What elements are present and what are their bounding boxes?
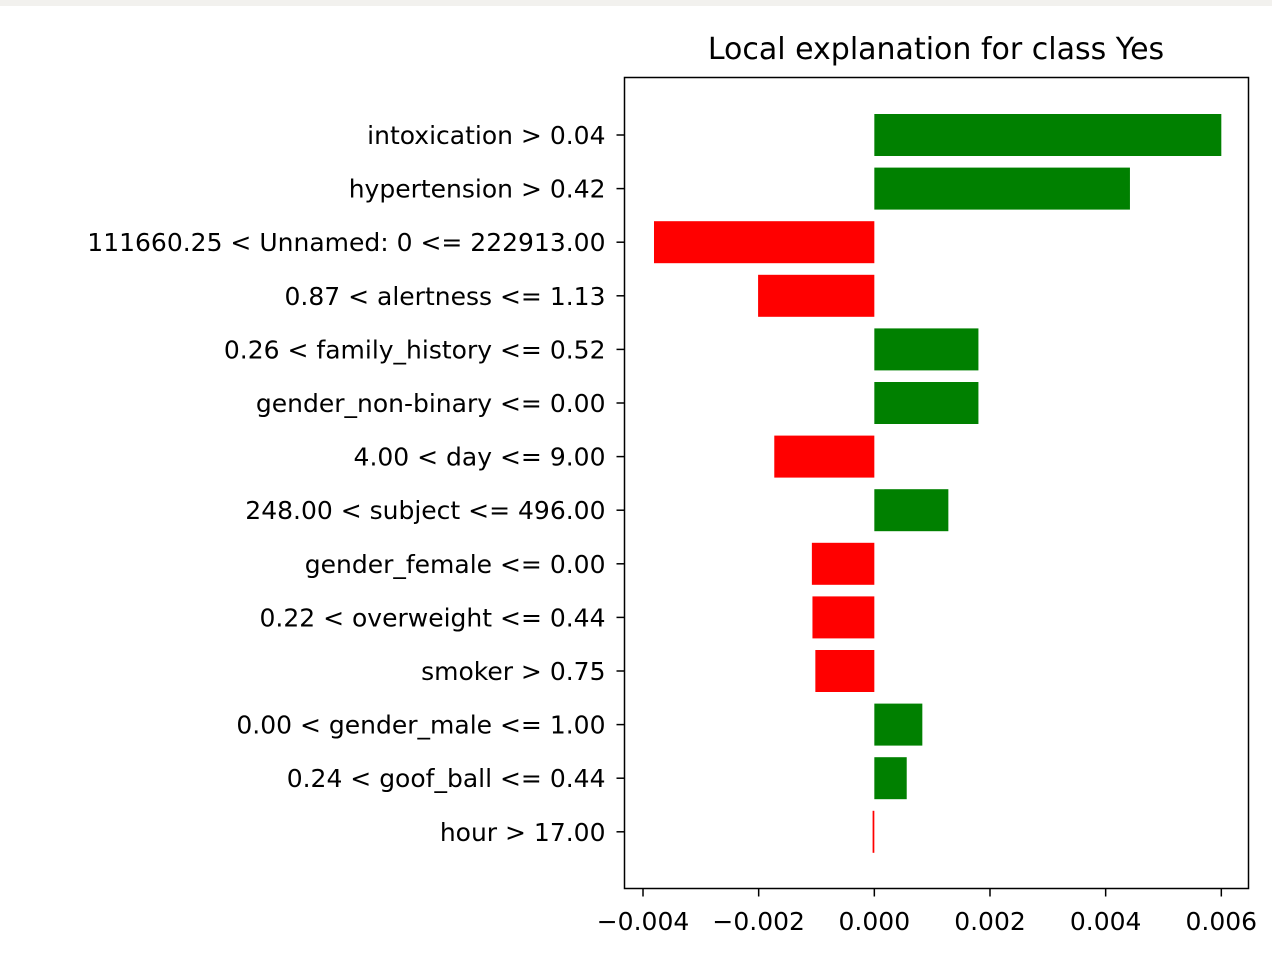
chart-title: Local explanation for class Yes	[708, 32, 1164, 67]
x-tick-label: 0.002	[954, 907, 1026, 936]
y-tick-label: 4.00 < day <= 9.00	[354, 443, 606, 472]
bar-10	[812, 596, 875, 639]
x-tick-label: −0.004	[597, 907, 690, 936]
x-tick-label: 0.004	[1070, 907, 1142, 936]
y-tick-labels: intoxication > 0.04 hypertension > 0.42 11…	[87, 121, 625, 847]
bar-13	[874, 757, 907, 800]
y-tick-label: gender_female <= 0.00	[305, 550, 606, 579]
bar-8	[874, 489, 949, 532]
top-strip	[0, 0, 1272, 6]
x-tick-labels: −0.004 −0.002 0.000 0.002 0.004 0.006	[597, 888, 1258, 936]
bar-6	[874, 382, 979, 424]
y-tick-label: 248.00 < subject <= 496.00	[245, 496, 605, 525]
y-tick-label: intoxication > 0.04	[367, 121, 605, 150]
bar-12	[874, 703, 923, 746]
bar-3	[653, 221, 875, 264]
bar-2	[874, 167, 1130, 210]
y-tick-label: hour > 17.00	[440, 818, 606, 847]
y-tick-label: 0.22 < overweight <= 0.44	[260, 603, 606, 632]
y-tick-label: smoker > 0.75	[421, 657, 605, 686]
plot-frame	[623, 76, 1250, 890]
y-tick-label: gender_non-binary <= 0.00	[256, 389, 606, 418]
bar-11	[815, 650, 875, 692]
bar-5	[874, 328, 979, 371]
bar-4	[758, 274, 875, 317]
bar-9	[811, 542, 875, 585]
y-tick-label: 0.00 < gender_male <= 1.00	[236, 711, 605, 740]
y-tick-label: 0.26 < family_history <= 0.52	[224, 335, 606, 364]
x-tick-label: 0.000	[839, 907, 911, 936]
y-tick-label: 111660.25 < Unnamed: 0 <= 222913.00	[87, 228, 605, 257]
x-tick-label: 0.006	[1186, 907, 1258, 936]
y-tick-label: hypertension > 0.42	[349, 175, 606, 204]
bar-1	[874, 114, 1222, 156]
y-tick-label: 0.24 < goof_ball <= 0.44	[287, 764, 606, 793]
y-tick-label: 0.87 < alertness <= 1.13	[285, 282, 606, 311]
bar-7	[774, 435, 875, 478]
bars-layer	[653, 114, 1222, 853]
x-tick-label: −0.002	[712, 907, 805, 936]
bar-14	[872, 810, 875, 853]
